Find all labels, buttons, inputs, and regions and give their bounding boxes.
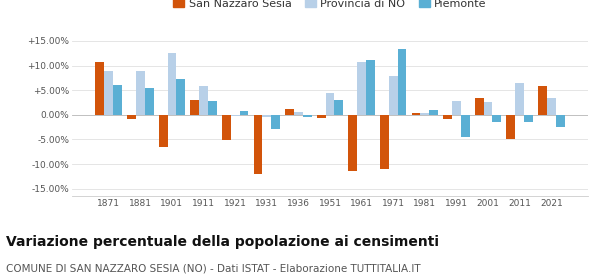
Bar xyxy=(167,53,176,115)
Bar xyxy=(452,101,461,115)
Bar xyxy=(357,62,366,115)
Bar xyxy=(95,62,104,115)
Bar xyxy=(380,115,389,169)
Bar xyxy=(421,113,429,115)
Bar xyxy=(113,85,122,115)
Bar xyxy=(366,60,375,115)
Bar xyxy=(303,115,311,117)
Bar xyxy=(429,110,438,115)
Bar xyxy=(239,111,248,115)
Bar xyxy=(208,101,217,115)
Bar xyxy=(190,100,199,115)
Bar xyxy=(326,93,334,115)
Text: COMUNE DI SAN NAZZARO SESIA (NO) - Dati ISTAT - Elaborazione TUTTITALIA.IT: COMUNE DI SAN NAZZARO SESIA (NO) - Dati … xyxy=(6,263,421,273)
Bar xyxy=(398,49,406,115)
Bar xyxy=(484,102,493,115)
Legend: San Nazzaro Sesia, Provincia di NO, Piemonte: San Nazzaro Sesia, Provincia di NO, Piem… xyxy=(169,0,491,13)
Bar xyxy=(475,97,484,115)
Bar xyxy=(262,115,271,117)
Bar xyxy=(231,115,239,116)
Bar xyxy=(506,115,515,139)
Bar xyxy=(145,88,154,115)
Bar xyxy=(271,115,280,129)
Bar xyxy=(254,115,262,174)
Bar xyxy=(136,71,145,115)
Bar xyxy=(176,79,185,115)
Bar xyxy=(547,97,556,115)
Bar xyxy=(127,115,136,119)
Bar xyxy=(334,100,343,115)
Bar xyxy=(104,71,113,115)
Bar xyxy=(556,115,565,127)
Bar xyxy=(294,112,303,115)
Bar xyxy=(389,76,398,115)
Bar xyxy=(524,115,533,122)
Bar xyxy=(493,115,502,122)
Bar xyxy=(538,86,547,115)
Bar xyxy=(412,113,421,115)
Bar xyxy=(443,115,452,119)
Bar xyxy=(461,115,470,137)
Bar xyxy=(317,115,326,118)
Text: Variazione percentuale della popolazione ai censimenti: Variazione percentuale della popolazione… xyxy=(6,235,439,249)
Bar xyxy=(349,115,357,171)
Bar xyxy=(285,109,294,115)
Bar xyxy=(158,115,167,147)
Bar xyxy=(222,115,231,140)
Bar xyxy=(199,86,208,115)
Bar xyxy=(515,83,524,115)
